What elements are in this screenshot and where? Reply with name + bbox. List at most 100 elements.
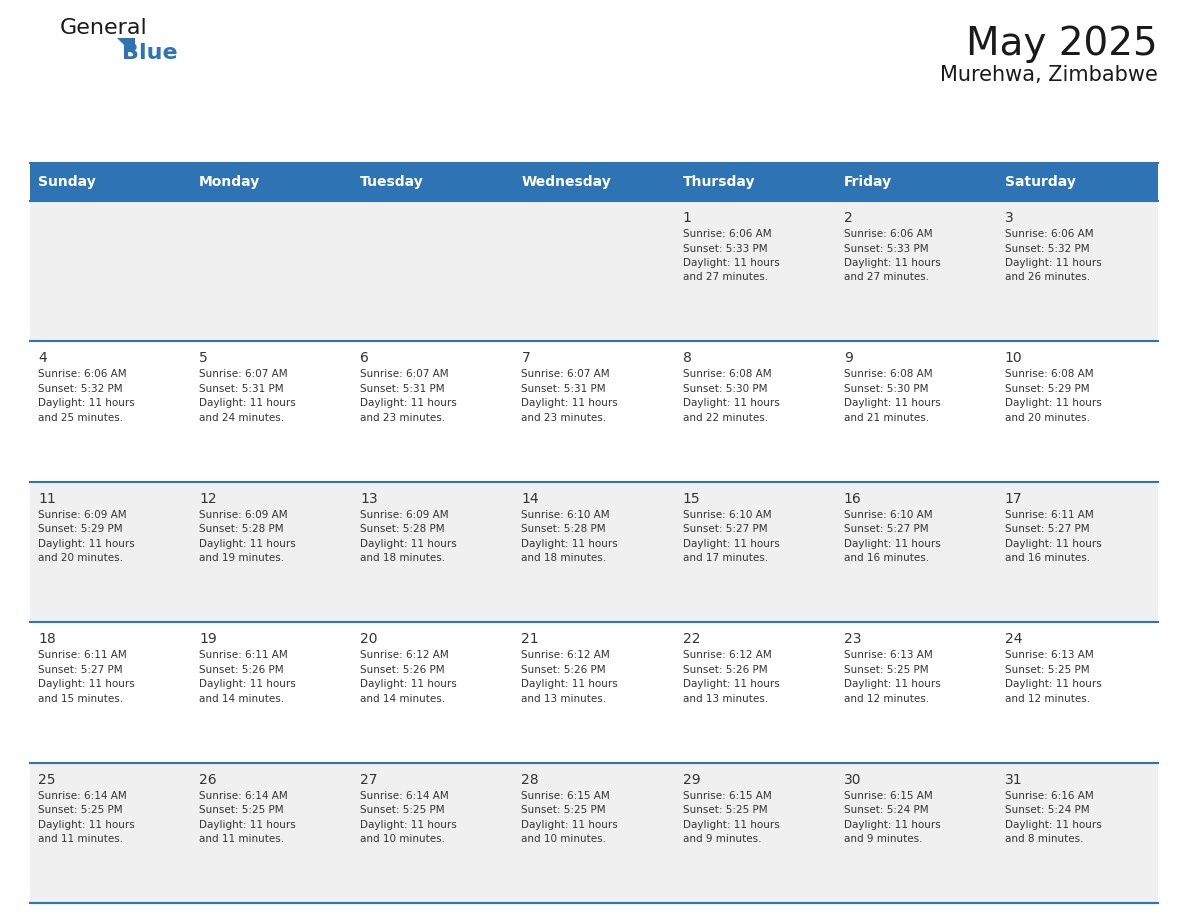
Text: May 2025: May 2025 <box>966 25 1158 63</box>
Text: and 20 minutes.: and 20 minutes. <box>38 554 124 564</box>
Text: and 21 minutes.: and 21 minutes. <box>843 413 929 423</box>
Text: Sunset: 5:27 PM: Sunset: 5:27 PM <box>683 524 767 534</box>
Text: and 27 minutes.: and 27 minutes. <box>683 273 767 283</box>
Text: Sunrise: 6:08 AM: Sunrise: 6:08 AM <box>843 369 933 379</box>
Text: 14: 14 <box>522 492 539 506</box>
Text: Daylight: 11 hours: Daylight: 11 hours <box>38 679 134 689</box>
Text: Blue: Blue <box>122 43 178 63</box>
Text: Sunrise: 6:12 AM: Sunrise: 6:12 AM <box>522 650 611 660</box>
Text: Tuesday: Tuesday <box>360 175 424 189</box>
Text: 5: 5 <box>200 352 208 365</box>
Text: and 9 minutes.: and 9 minutes. <box>683 834 762 844</box>
Text: Sunrise: 6:12 AM: Sunrise: 6:12 AM <box>683 650 771 660</box>
Text: and 23 minutes.: and 23 minutes. <box>522 413 607 423</box>
Text: Daylight: 11 hours: Daylight: 11 hours <box>200 539 296 549</box>
Text: General: General <box>61 18 147 38</box>
Text: Sunset: 5:26 PM: Sunset: 5:26 PM <box>683 665 767 675</box>
Text: 16: 16 <box>843 492 861 506</box>
Text: 8: 8 <box>683 352 691 365</box>
Text: Daylight: 11 hours: Daylight: 11 hours <box>360 679 457 689</box>
Text: and 25 minutes.: and 25 minutes. <box>38 413 124 423</box>
Text: Daylight: 11 hours: Daylight: 11 hours <box>1005 539 1101 549</box>
Text: Sunrise: 6:14 AM: Sunrise: 6:14 AM <box>200 790 287 800</box>
Text: Daylight: 11 hours: Daylight: 11 hours <box>1005 820 1101 830</box>
Text: 30: 30 <box>843 773 861 787</box>
Text: 4: 4 <box>38 352 46 365</box>
Text: Thursday: Thursday <box>683 175 756 189</box>
Text: Sunset: 5:25 PM: Sunset: 5:25 PM <box>360 805 446 815</box>
Bar <box>30 163 1158 201</box>
Text: and 16 minutes.: and 16 minutes. <box>1005 554 1089 564</box>
Text: and 10 minutes.: and 10 minutes. <box>522 834 606 844</box>
Text: Sunset: 5:31 PM: Sunset: 5:31 PM <box>360 384 446 394</box>
Text: Daylight: 11 hours: Daylight: 11 hours <box>200 820 296 830</box>
Text: Daylight: 11 hours: Daylight: 11 hours <box>360 820 457 830</box>
Text: Sunset: 5:25 PM: Sunset: 5:25 PM <box>522 805 606 815</box>
Text: Sunrise: 6:09 AM: Sunrise: 6:09 AM <box>38 509 127 520</box>
Text: Sunset: 5:31 PM: Sunset: 5:31 PM <box>200 384 284 394</box>
Text: 19: 19 <box>200 633 217 646</box>
Text: 6: 6 <box>360 352 369 365</box>
Text: Sunset: 5:24 PM: Sunset: 5:24 PM <box>1005 805 1089 815</box>
Text: Sunrise: 6:08 AM: Sunrise: 6:08 AM <box>683 369 771 379</box>
Text: Sunset: 5:32 PM: Sunset: 5:32 PM <box>1005 243 1089 253</box>
Text: and 13 minutes.: and 13 minutes. <box>683 694 767 704</box>
Text: 1: 1 <box>683 211 691 225</box>
Text: Daylight: 11 hours: Daylight: 11 hours <box>522 820 618 830</box>
Bar <box>30 622 1158 763</box>
Text: 12: 12 <box>200 492 216 506</box>
Text: Sunrise: 6:08 AM: Sunrise: 6:08 AM <box>1005 369 1093 379</box>
Text: Daylight: 11 hours: Daylight: 11 hours <box>38 539 134 549</box>
Text: Sunrise: 6:06 AM: Sunrise: 6:06 AM <box>38 369 127 379</box>
Text: Sunrise: 6:16 AM: Sunrise: 6:16 AM <box>1005 790 1094 800</box>
Text: Sunset: 5:28 PM: Sunset: 5:28 PM <box>200 524 284 534</box>
Text: and 9 minutes.: and 9 minutes. <box>843 834 922 844</box>
Text: Daylight: 11 hours: Daylight: 11 hours <box>683 679 779 689</box>
Text: Sunset: 5:24 PM: Sunset: 5:24 PM <box>843 805 928 815</box>
Bar <box>30 482 1158 622</box>
Text: Sunset: 5:26 PM: Sunset: 5:26 PM <box>200 665 284 675</box>
Text: Sunrise: 6:11 AM: Sunrise: 6:11 AM <box>1005 509 1094 520</box>
Text: 17: 17 <box>1005 492 1023 506</box>
Text: Sunset: 5:29 PM: Sunset: 5:29 PM <box>38 524 122 534</box>
Text: 2: 2 <box>843 211 853 225</box>
Text: Sunset: 5:30 PM: Sunset: 5:30 PM <box>683 384 767 394</box>
Text: and 19 minutes.: and 19 minutes. <box>200 554 284 564</box>
Text: Sunset: 5:31 PM: Sunset: 5:31 PM <box>522 384 606 394</box>
Text: and 18 minutes.: and 18 minutes. <box>360 554 446 564</box>
Text: Sunset: 5:25 PM: Sunset: 5:25 PM <box>200 805 284 815</box>
Text: and 20 minutes.: and 20 minutes. <box>1005 413 1089 423</box>
Text: 27: 27 <box>360 773 378 787</box>
Text: Daylight: 11 hours: Daylight: 11 hours <box>843 820 941 830</box>
Text: and 23 minutes.: and 23 minutes. <box>360 413 446 423</box>
Text: and 15 minutes.: and 15 minutes. <box>38 694 124 704</box>
Text: 28: 28 <box>522 773 539 787</box>
Text: 7: 7 <box>522 352 530 365</box>
Text: and 13 minutes.: and 13 minutes. <box>522 694 607 704</box>
Text: Saturday: Saturday <box>1005 175 1075 189</box>
Text: Sunrise: 6:09 AM: Sunrise: 6:09 AM <box>360 509 449 520</box>
Text: and 12 minutes.: and 12 minutes. <box>1005 694 1089 704</box>
Text: and 14 minutes.: and 14 minutes. <box>200 694 284 704</box>
Text: 23: 23 <box>843 633 861 646</box>
Bar <box>30 201 1158 341</box>
Text: Sunset: 5:28 PM: Sunset: 5:28 PM <box>360 524 446 534</box>
Text: Sunset: 5:25 PM: Sunset: 5:25 PM <box>38 805 122 815</box>
Text: 20: 20 <box>360 633 378 646</box>
Text: 9: 9 <box>843 352 853 365</box>
Text: Daylight: 11 hours: Daylight: 11 hours <box>683 258 779 268</box>
Text: and 17 minutes.: and 17 minutes. <box>683 554 767 564</box>
Text: Sunrise: 6:13 AM: Sunrise: 6:13 AM <box>1005 650 1094 660</box>
Text: Sunset: 5:33 PM: Sunset: 5:33 PM <box>683 243 767 253</box>
Text: and 16 minutes.: and 16 minutes. <box>843 554 929 564</box>
Text: and 27 minutes.: and 27 minutes. <box>843 273 929 283</box>
Text: Daylight: 11 hours: Daylight: 11 hours <box>360 398 457 409</box>
Text: Sunday: Sunday <box>38 175 96 189</box>
Text: Sunrise: 6:15 AM: Sunrise: 6:15 AM <box>843 790 933 800</box>
Text: Daylight: 11 hours: Daylight: 11 hours <box>683 820 779 830</box>
Text: 15: 15 <box>683 492 700 506</box>
Text: Sunrise: 6:12 AM: Sunrise: 6:12 AM <box>360 650 449 660</box>
Text: Sunset: 5:26 PM: Sunset: 5:26 PM <box>360 665 446 675</box>
Text: Sunset: 5:27 PM: Sunset: 5:27 PM <box>1005 524 1089 534</box>
Text: Sunrise: 6:14 AM: Sunrise: 6:14 AM <box>38 790 127 800</box>
